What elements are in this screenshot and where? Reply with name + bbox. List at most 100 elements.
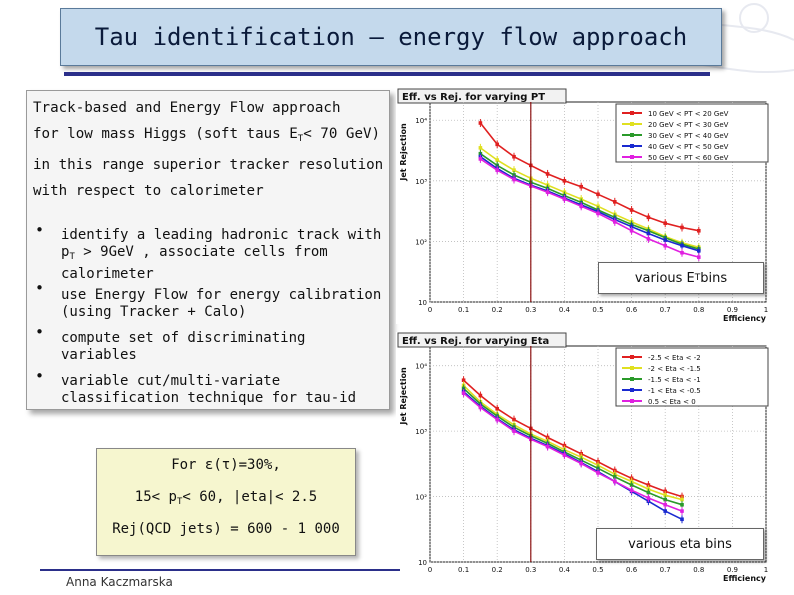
series-5-point bbox=[478, 405, 483, 410]
series-1-point bbox=[579, 184, 583, 189]
series-line-5 bbox=[463, 392, 683, 512]
intro-line-4: with respect to calorimeter bbox=[33, 183, 264, 199]
series-1-point bbox=[613, 200, 617, 204]
series-1-point bbox=[629, 208, 634, 212]
eta-caption-text: various eta bins bbox=[628, 536, 732, 552]
bullet-3-line-1: compute set of discriminating bbox=[61, 330, 306, 346]
legend-marker bbox=[630, 388, 634, 392]
series-5-point bbox=[545, 190, 550, 194]
y-tick-label: 10² bbox=[415, 238, 427, 246]
legend-entry: -1 < Eta < -0.5 bbox=[648, 387, 701, 395]
series-line-4 bbox=[463, 391, 683, 521]
series-4-point bbox=[663, 238, 667, 242]
series-5-point bbox=[562, 453, 567, 457]
series-3-point bbox=[663, 497, 667, 502]
series-4-point bbox=[697, 248, 701, 253]
x-tick-label: 0.9 bbox=[727, 566, 738, 574]
summary-line-2-subscript: T bbox=[176, 497, 183, 507]
slide-title: Tau identification – energy flow approac… bbox=[94, 23, 688, 51]
summary-line-2-text: 15< p bbox=[134, 489, 177, 505]
series-2-point bbox=[663, 493, 667, 497]
series-5-point bbox=[562, 197, 567, 201]
bullet-marker-2: • bbox=[35, 279, 45, 297]
series-5-point bbox=[613, 479, 617, 484]
legend-entry: 20 GeV < PT < 30 GeV bbox=[648, 121, 729, 129]
summary-box: For ε(τ)=30%, 15< pT< 60, |eta|< 2.5 Rej… bbox=[96, 448, 356, 556]
bullet-2-line-1: use Energy Flow for energy calibration bbox=[61, 287, 382, 303]
author-name: Anna Kaczmarska bbox=[66, 575, 173, 589]
series-1-point bbox=[478, 393, 483, 398]
series-line-1 bbox=[479, 122, 699, 232]
series-5-point bbox=[579, 204, 583, 209]
series-5-point bbox=[461, 391, 466, 395]
series-5-point bbox=[495, 417, 499, 422]
series-line-1 bbox=[463, 379, 683, 498]
legend-marker bbox=[630, 144, 634, 148]
x-tick-label: 0.5 bbox=[592, 306, 603, 314]
bullet-4-line-2: classification technique for tau-id bbox=[61, 390, 357, 406]
y-tick-label: 10³ bbox=[415, 178, 427, 186]
x-tick-label: 0.4 bbox=[559, 566, 571, 574]
text-panel: Track-based and Energy Flow approach for… bbox=[26, 90, 390, 410]
y-tick-label: 10 bbox=[418, 299, 427, 307]
y-tick-label: 10⁴ bbox=[415, 117, 427, 125]
series-1-point bbox=[495, 142, 499, 147]
series-line-2 bbox=[479, 147, 700, 249]
series-5-point bbox=[646, 237, 651, 241]
legend-entry: -2.5 < Eta < -2 bbox=[648, 354, 701, 362]
bullet-4-line-1: variable cut/multi-variate bbox=[61, 373, 281, 389]
intro-line-1: Track-based and Energy Flow approach bbox=[33, 100, 341, 116]
series-line-3 bbox=[479, 153, 700, 250]
series-1-point bbox=[596, 192, 600, 197]
bullet-1: identify a leading hadronic track with p… bbox=[61, 227, 387, 283]
chart-title-box bbox=[397, 332, 567, 348]
series-5-point bbox=[596, 211, 600, 216]
pt-caption-text: various E bbox=[634, 270, 695, 286]
series-5-point bbox=[646, 496, 651, 500]
bullet-marker-3: • bbox=[35, 323, 45, 341]
x-tick-label: 0.8 bbox=[693, 306, 704, 314]
bullet-marker-4: • bbox=[35, 367, 45, 385]
x-tick-label: 1 bbox=[764, 306, 768, 314]
y-tick-label: 10² bbox=[415, 494, 427, 502]
series-5-point bbox=[697, 255, 701, 259]
bullet-1-line-2-tail: > 9GeV , associate cells from bbox=[74, 244, 328, 260]
legend-marker bbox=[630, 133, 634, 137]
series-1-point bbox=[478, 121, 483, 125]
eta-bins-caption: various eta bins bbox=[596, 528, 764, 560]
series-1-point bbox=[646, 483, 651, 487]
x-tick-label: 0.1 bbox=[458, 566, 469, 574]
series-2-point bbox=[680, 497, 684, 502]
x-tick-label: 0.2 bbox=[492, 566, 503, 574]
series-1-point bbox=[663, 221, 667, 225]
legend-marker bbox=[630, 111, 634, 115]
x-tick-label: 0.6 bbox=[626, 306, 638, 314]
summary-line-2: 15< pT< 60, |eta|< 2.5 bbox=[97, 489, 355, 507]
x-tick-label: 0.3 bbox=[525, 306, 536, 314]
series-1-point bbox=[562, 443, 567, 448]
x-tick-label: 0.1 bbox=[458, 306, 469, 314]
series-line-4 bbox=[479, 156, 700, 252]
summary-line-3: Rej(QCD jets) = 600 - 1 000 bbox=[112, 521, 340, 537]
y-tick-label: 10⁴ bbox=[415, 363, 427, 371]
series-3-point bbox=[629, 483, 634, 487]
series-1-point bbox=[646, 215, 651, 220]
x-tick-label: 0.4 bbox=[559, 306, 571, 314]
legend-entry: 30 GeV < PT < 40 GeV bbox=[648, 132, 729, 140]
intro-line-2-text: for low mass Higgs (soft taus E bbox=[33, 126, 298, 142]
series-1-point bbox=[512, 154, 516, 159]
title-box: Tau identification – energy flow approac… bbox=[60, 8, 722, 66]
legend-marker bbox=[630, 355, 634, 359]
legend-entry: 0.5 < Eta < 0 bbox=[648, 398, 696, 406]
legend-entry: 40 GeV < PT < 50 GeV bbox=[648, 143, 729, 151]
x-axis-label: Efficiency bbox=[723, 314, 767, 323]
x-tick-label: 0.2 bbox=[492, 306, 503, 314]
series-3-point bbox=[680, 502, 684, 507]
intro-paragraph: Track-based and Energy Flow approach for… bbox=[33, 95, 389, 204]
series-5-point bbox=[663, 502, 667, 507]
bullet-1-line-3: calorimeter bbox=[61, 266, 154, 282]
bullet-marker-1: • bbox=[35, 221, 45, 239]
series-3-point bbox=[613, 475, 617, 479]
pt-caption-tail: bins bbox=[700, 270, 728, 286]
y-tick-label: 10 bbox=[418, 559, 427, 567]
